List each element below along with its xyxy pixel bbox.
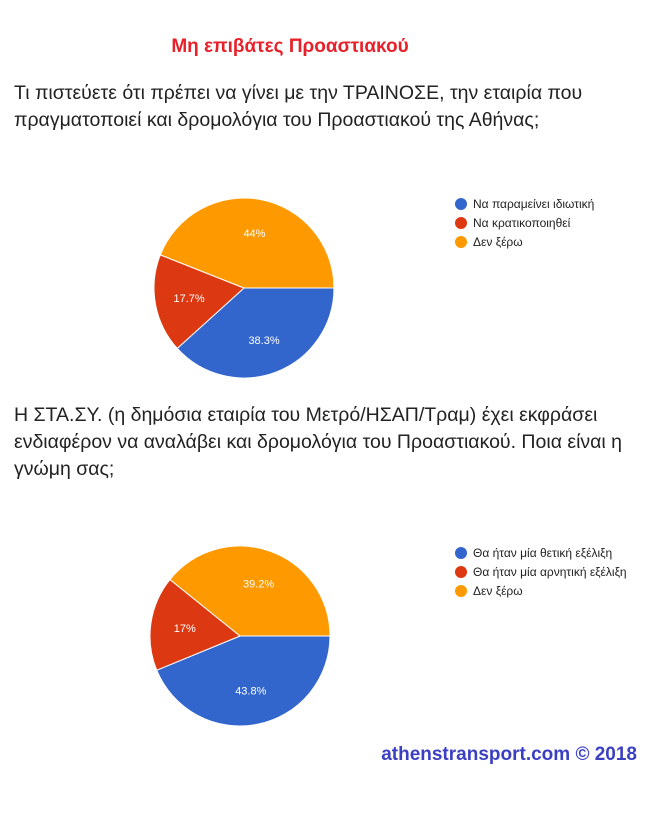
legend-2: Θα ήταν μία θετική εξέλιξη Θα ήταν μία αρ… <box>455 543 627 600</box>
pie-slice <box>149 578 241 671</box>
legend-swatch <box>455 546 467 559</box>
legend-swatch <box>455 197 467 210</box>
legend-item: Θα ήταν μία θετική εξέλιξη <box>455 543 627 562</box>
legend-swatch <box>455 584 467 597</box>
pie-slice <box>169 545 331 637</box>
slice-label: 38.3% <box>248 335 279 347</box>
legend-swatch <box>455 565 467 578</box>
legend-item: Να παραμείνει ιδιωτική <box>455 194 594 213</box>
legend-label: Να παραμείνει ιδιωτική <box>473 196 595 211</box>
page-title: Μη επιβάτες Προαστιακού <box>171 36 409 57</box>
footer-credit: athenstransport.com © 2018 <box>381 744 637 765</box>
legend-label: Θα ήταν μία αρνητική εξέλιξη <box>473 564 627 579</box>
pie-slice <box>176 287 335 379</box>
legend-label: Δεν ξέρω <box>473 583 523 598</box>
slice-label: 39.2% <box>243 578 274 590</box>
pie-slice <box>159 197 335 289</box>
legend-label: Δεν ξέρω <box>473 234 523 249</box>
legend-item: Θα ήταν μία αρνητική εξέλιξη <box>455 562 627 581</box>
question-2: Η ΣΤΑ.ΣΥ. (η δημόσια εταιρία του Μετρό/Η… <box>14 404 623 480</box>
slice-label: 44% <box>243 228 265 240</box>
legend-item: Να κρατικοποιηθεί <box>455 213 594 232</box>
legend-item: Δεν ξέρω <box>455 232 594 251</box>
slice-label: 43.8% <box>235 686 266 698</box>
legend-swatch <box>455 235 467 248</box>
pie-slice <box>156 635 331 727</box>
legend-label: Θα ήταν μία θετική εξέλιξη <box>473 545 613 560</box>
legend-swatch <box>455 216 467 229</box>
legend-item: Δεν ξέρω <box>455 581 627 600</box>
legend-label: Να κρατικοποιηθεί <box>473 215 571 230</box>
slice-label: 17% <box>174 623 196 635</box>
legend-1: Να παραμείνει ιδιωτική Να κρατικοποιηθεί Δ… <box>455 194 594 251</box>
slice-label: 17.7% <box>173 293 204 305</box>
question-1: Τι πιστεύετε ότι πρέπει να γίνει με την … <box>14 82 583 131</box>
pie-slice <box>153 254 245 350</box>
